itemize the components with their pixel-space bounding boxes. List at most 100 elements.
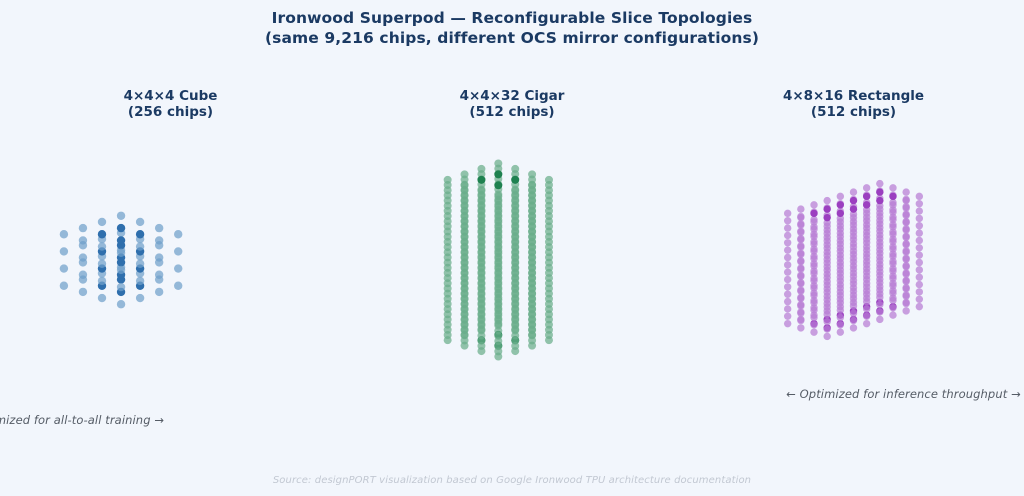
chip-dot bbox=[915, 207, 924, 215]
panel-title-rectangle: 4×8×16 Rectangle (512 chips) bbox=[683, 88, 1024, 120]
chip-dot bbox=[876, 278, 884, 287]
chip-dot bbox=[477, 186, 486, 195]
chip-dot bbox=[876, 271, 884, 279]
chip-dot bbox=[876, 264, 884, 272]
chip-dot bbox=[889, 184, 897, 192]
chip-dot bbox=[862, 319, 871, 328]
chip-dot bbox=[59, 281, 69, 290]
chip-dot bbox=[797, 265, 805, 273]
chip-dot bbox=[460, 181, 469, 190]
chip-dot bbox=[836, 218, 845, 226]
chip-dot bbox=[783, 312, 792, 320]
chip-dot bbox=[810, 299, 818, 307]
chip-dot bbox=[97, 293, 107, 303]
chip-dot bbox=[915, 295, 924, 303]
chip-dot bbox=[902, 277, 910, 286]
chip-dot bbox=[116, 300, 126, 309]
chip-dot bbox=[876, 242, 884, 250]
chip-dot bbox=[876, 196, 884, 205]
chip-dot bbox=[915, 258, 924, 267]
chip-dot bbox=[797, 294, 805, 303]
chip-dot bbox=[511, 175, 520, 184]
chip-dot bbox=[902, 270, 910, 278]
chip-dot bbox=[511, 164, 520, 173]
chip-dot bbox=[823, 251, 831, 260]
chip-dot bbox=[889, 208, 897, 216]
chart-title-line-2: (same 9,216 chips, different OCS mirror … bbox=[264, 29, 759, 47]
panel-caption-rectangle: ← Optimized for inference throughput → bbox=[786, 387, 1021, 401]
chip-dot bbox=[876, 308, 884, 316]
chip-dot bbox=[876, 234, 884, 243]
chip-dot bbox=[494, 181, 503, 190]
chip-dot bbox=[823, 222, 831, 230]
chip-dot bbox=[823, 288, 831, 297]
chip-dot bbox=[876, 256, 884, 265]
panel-title-cigar: 4×4×32 Cigar (512 chips) bbox=[341, 88, 683, 120]
chip-dot bbox=[849, 324, 858, 332]
lattice-rectangle bbox=[683, 125, 1024, 395]
chip-dot bbox=[810, 328, 818, 336]
chip-dot bbox=[836, 225, 845, 233]
chip-dot bbox=[862, 184, 871, 192]
chip-dot bbox=[783, 275, 792, 284]
chip-dot bbox=[836, 232, 845, 241]
chip-dot bbox=[810, 254, 818, 263]
chip-dot bbox=[862, 305, 871, 313]
chip-dot bbox=[460, 170, 469, 179]
chip-dot bbox=[889, 215, 897, 224]
chip-dot bbox=[154, 236, 164, 245]
panel-subtitle-cube: (256 chips) bbox=[127, 104, 214, 120]
chip-dot bbox=[836, 328, 845, 336]
chip-dot bbox=[116, 223, 126, 233]
chip-dot bbox=[836, 321, 845, 329]
chip-dot bbox=[902, 226, 910, 234]
chip-dot bbox=[849, 221, 858, 229]
chip-dot bbox=[810, 277, 818, 285]
chip-dot bbox=[862, 297, 871, 306]
chip-dot bbox=[915, 192, 924, 201]
chip-dot bbox=[849, 243, 858, 251]
chip-dot bbox=[494, 170, 503, 179]
chip-dot bbox=[889, 252, 897, 261]
chip-dot bbox=[511, 186, 520, 195]
chip-dot bbox=[823, 205, 831, 213]
chip-dot bbox=[783, 297, 792, 306]
chip-dot bbox=[116, 211, 126, 220]
chip-dot bbox=[915, 236, 924, 245]
chip-dot bbox=[116, 282, 126, 292]
chip-dot bbox=[797, 243, 805, 251]
chip-dot bbox=[889, 274, 897, 283]
chip-dot bbox=[862, 246, 871, 254]
chip-dot bbox=[836, 192, 845, 201]
chip-dot bbox=[823, 244, 831, 252]
chip-dot bbox=[154, 287, 164, 297]
chip-dot bbox=[78, 253, 88, 262]
chip-dot bbox=[494, 159, 503, 168]
chip-dot bbox=[849, 287, 858, 295]
chip-dot bbox=[783, 261, 792, 269]
chip-dot bbox=[59, 264, 69, 273]
chip-dot bbox=[849, 309, 858, 317]
chip-dot bbox=[889, 259, 897, 268]
chip-dot bbox=[902, 211, 910, 220]
chip-dot bbox=[97, 259, 107, 268]
chip-dot bbox=[797, 235, 805, 244]
panel-subtitle-cigar: (512 chips) bbox=[469, 104, 555, 120]
chip-dot bbox=[862, 217, 871, 225]
chip-dot bbox=[915, 214, 924, 223]
chip-dot bbox=[783, 290, 792, 298]
chart-title-line-1: Ironwood Superpod — Reconfigurable Slice… bbox=[271, 9, 753, 27]
chip-dot bbox=[494, 192, 503, 201]
chip-dot bbox=[797, 228, 805, 237]
chip-dot bbox=[783, 239, 792, 247]
chip-dot bbox=[902, 263, 910, 271]
source-note: Source: designPORT visualization based o… bbox=[272, 475, 752, 486]
chip-dot bbox=[135, 293, 145, 303]
chip-dot bbox=[174, 230, 183, 239]
chip-dot bbox=[849, 250, 858, 259]
chip-dot bbox=[797, 221, 805, 229]
lattice-cube bbox=[0, 125, 341, 395]
chip-dot bbox=[915, 266, 924, 274]
chip-dot bbox=[862, 283, 871, 291]
